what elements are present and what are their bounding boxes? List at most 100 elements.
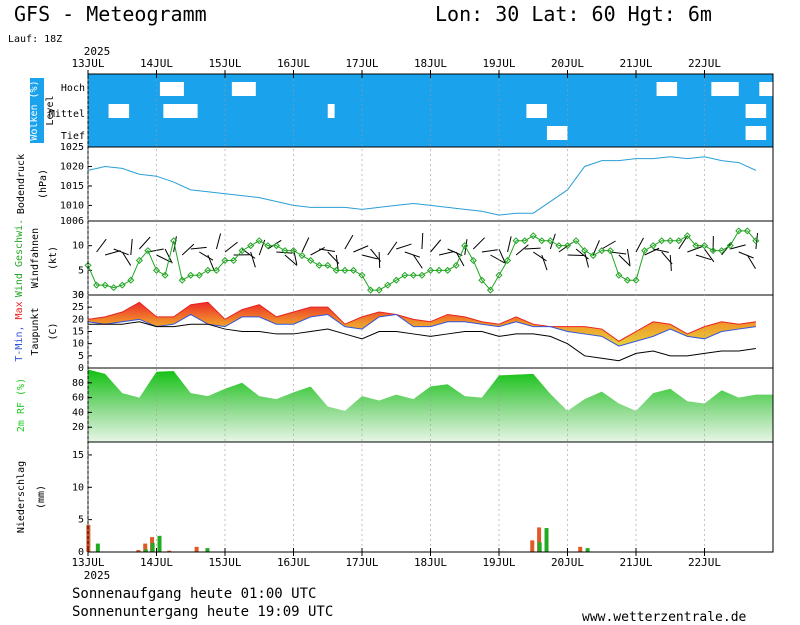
cloud-level-hoch: Hoch xyxy=(61,83,85,94)
year-label-top: 2025 xyxy=(84,45,111,58)
bottom-day-label: 16JUL xyxy=(277,556,310,569)
precip-bar-conv xyxy=(157,535,162,552)
top-day-label: 13JUL xyxy=(71,57,104,70)
wind-ytick: 5 xyxy=(78,265,84,276)
cloud-ylabel-bg xyxy=(30,78,44,143)
bottom-day-label: 20JUL xyxy=(551,556,584,569)
cloud-level-tief: Tief xyxy=(61,131,85,142)
temperature-unit: (C) xyxy=(48,322,59,340)
wind-unit: (kt) xyxy=(48,246,59,270)
bottom-day-label: 15JUL xyxy=(208,556,241,569)
rh-ytick: 20 xyxy=(72,422,84,433)
wind-barb xyxy=(653,248,669,253)
temperature-ytick: 30 xyxy=(72,290,84,301)
wind-point xyxy=(444,266,452,274)
wind-point xyxy=(495,271,503,279)
wind-point xyxy=(212,266,220,274)
precip-bar-conv xyxy=(544,528,549,552)
pressure-ytick: 1010 xyxy=(60,200,84,211)
wind-barb xyxy=(173,236,177,253)
wind-point xyxy=(563,242,572,250)
wind-barb xyxy=(490,254,505,264)
wind-point xyxy=(409,271,417,279)
wind-point xyxy=(118,281,126,289)
temperature-ytick: 5 xyxy=(78,351,84,362)
wind-ytick: 0 xyxy=(78,290,84,301)
wind-barb xyxy=(669,254,672,271)
cloud-gap-hoch xyxy=(656,82,678,96)
wind-point xyxy=(572,237,580,245)
wind-point xyxy=(658,237,666,245)
wind-point xyxy=(110,284,118,292)
wind-barb xyxy=(626,248,631,265)
wind-point xyxy=(349,266,357,274)
run-time: Lauf: 18Z xyxy=(8,34,63,45)
cloud-gap-mittel xyxy=(163,104,198,118)
wind-point xyxy=(127,276,135,284)
wind-barb xyxy=(515,244,529,256)
precip-bar-rain xyxy=(136,550,141,552)
bottom-day-label: 22JUL xyxy=(688,556,721,569)
wind-barb xyxy=(215,233,222,250)
temperature-ylabel: T-Min, Max xyxy=(14,301,25,361)
wind-barb xyxy=(567,254,584,257)
rh-ytick: 60 xyxy=(72,393,84,404)
top-day-label: 18JUL xyxy=(414,57,447,70)
wind-point xyxy=(332,266,340,274)
cloud-gap-mittel xyxy=(745,104,767,118)
wind-point xyxy=(743,227,751,235)
cloud-gap-mittel xyxy=(108,104,130,118)
pressure-line xyxy=(87,156,757,216)
wind-barb xyxy=(361,254,378,260)
wind-point xyxy=(649,242,657,250)
wind-point xyxy=(615,271,623,279)
wind-speed-line xyxy=(87,230,757,291)
rh-ytick: 40 xyxy=(72,407,84,418)
wind-barb xyxy=(481,249,498,253)
wind-point xyxy=(238,247,246,255)
wind-point xyxy=(135,256,143,265)
wind-point xyxy=(392,276,400,284)
wind-barb xyxy=(447,248,463,256)
wind-point xyxy=(195,271,203,279)
wind-barb xyxy=(738,251,754,259)
wind-point xyxy=(375,286,383,294)
wind-barb xyxy=(524,247,541,250)
top-day-label: 16JUL xyxy=(277,57,310,70)
wind-barb xyxy=(387,241,398,256)
wind-point xyxy=(589,251,597,260)
wind-point xyxy=(272,242,280,250)
wind-point xyxy=(606,247,614,255)
precip-ytick: 10 xyxy=(72,482,84,493)
precip-bar-conv xyxy=(205,548,210,552)
temperature-ylabel-max: Max xyxy=(14,301,25,319)
cloud-level-mittel: Mittel xyxy=(49,109,85,120)
wind-point xyxy=(469,256,477,265)
wind-point xyxy=(84,261,92,269)
top-day-label: 14JUL xyxy=(140,57,173,70)
precip-ylabel: Niederschlag xyxy=(16,461,27,533)
precip-bar-rain xyxy=(530,540,535,552)
top-day-label: 22JUL xyxy=(688,57,721,70)
wind-point xyxy=(512,237,520,245)
credit-link[interactable]: www.wetterzentrale.de xyxy=(582,610,747,625)
wind-point xyxy=(538,237,546,245)
wind-ytick: 10 xyxy=(72,241,84,252)
precip-bar-conv xyxy=(95,543,100,552)
top-day-label: 17JUL xyxy=(345,57,378,70)
bottom-day-label: 14JUL xyxy=(140,556,173,569)
precip-bar-conv xyxy=(537,542,542,552)
wind-barb xyxy=(755,233,759,250)
wind-barb xyxy=(610,251,627,255)
page-title: GFS - Meteogramm xyxy=(14,2,207,26)
wind-point xyxy=(675,237,683,245)
wind-point xyxy=(700,242,709,250)
top-day-label: 15JUL xyxy=(208,57,241,70)
location-readout: Lon: 30 Lat: 60 Hgt: 6m xyxy=(435,2,712,26)
wind-point xyxy=(307,256,315,265)
wind-barb xyxy=(164,248,173,264)
wind-point xyxy=(315,261,323,269)
top-day-label: 20JUL xyxy=(551,57,584,70)
rh-ylabel: 2m RF (%) xyxy=(16,378,27,432)
